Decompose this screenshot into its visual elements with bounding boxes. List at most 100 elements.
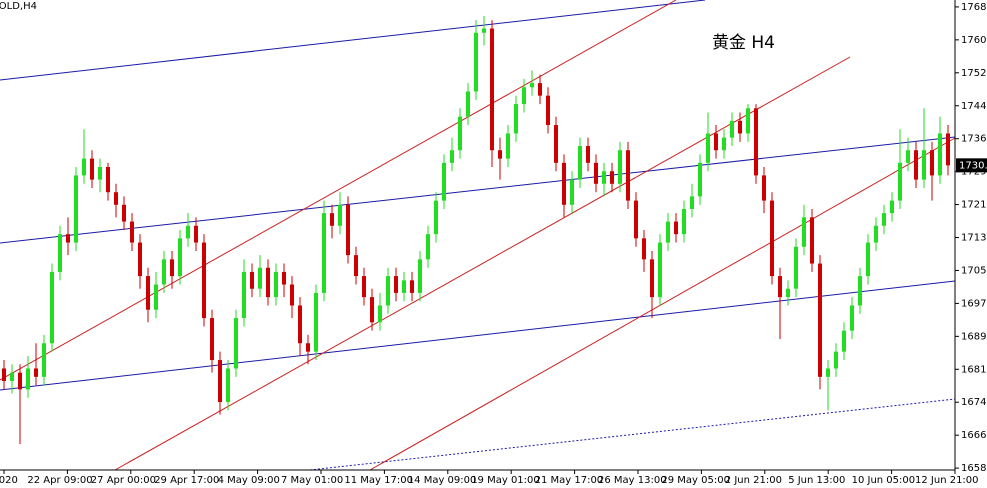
candle-body: [418, 259, 422, 293]
chart-title: GOLD,H4: [0, 1, 37, 12]
candle-body: [482, 28, 486, 33]
candle-body: [658, 242, 662, 298]
candle-body: [218, 360, 222, 403]
candles: [2, 15, 950, 444]
candle-body: [642, 238, 646, 260]
candle-body: [258, 267, 262, 289]
candle-body: [346, 204, 350, 256]
candle-body: [114, 192, 118, 205]
candle-body: [210, 318, 214, 361]
trend-lines: [0, 0, 956, 471]
candle-body: [226, 368, 230, 403]
candle-body: [474, 32, 478, 92]
y-tick-label: 1681.: [961, 364, 987, 375]
candle-body: [74, 175, 78, 243]
candle-body: [42, 343, 46, 377]
candle-body: [898, 162, 902, 201]
candle-body: [170, 259, 174, 277]
candle-body: [442, 162, 446, 201]
x-tick-label: 19 May 01:00: [471, 475, 540, 486]
candle-body: [682, 208, 686, 235]
candle-body: [330, 213, 334, 226]
candle-body: [538, 83, 542, 96]
candle-body: [242, 271, 246, 319]
candle-body: [730, 120, 734, 138]
candle-body: [490, 28, 494, 151]
channel-line: [0, 280, 956, 391]
x-tick-label: 26 May 13:00: [598, 475, 667, 486]
candle-body: [882, 213, 886, 226]
y-tick-label: 1744.: [961, 101, 987, 112]
x-tick-label: 11 May 17:00: [344, 475, 413, 486]
candle-body: [194, 225, 198, 243]
candle-body: [362, 276, 366, 298]
candle-body: [754, 108, 758, 176]
channel-line: [309, 398, 956, 471]
candle-body: [66, 234, 70, 243]
candle-body: [402, 280, 406, 293]
candle-body: [778, 276, 782, 298]
x-tick-label: 29 Apr 17:00: [154, 475, 219, 486]
x-tick-label: 22 Apr 09:00: [27, 475, 92, 486]
candle-body: [498, 150, 502, 159]
y-tick-label: 1666.: [961, 430, 987, 441]
candle-body: [554, 125, 558, 163]
x-tick-label: 2 Jun 21:00: [725, 475, 782, 486]
x-tick-label: 10 Jun 05:00: [852, 475, 916, 486]
candle-body: [626, 150, 630, 201]
candle-body: [506, 133, 510, 159]
x-tick-label: 14 May 09:00: [408, 475, 477, 486]
candle-body: [410, 280, 414, 293]
candle-body: [162, 259, 166, 285]
candle-body: [650, 259, 654, 298]
y-tick-label: 1658.: [961, 463, 987, 474]
candle-body: [138, 242, 142, 277]
candle-body: [906, 150, 910, 163]
candle-body: [722, 137, 726, 151]
candle-body: [802, 217, 806, 247]
y-tick-label: 1713.: [961, 233, 987, 244]
candle-body: [922, 150, 926, 180]
y-tick-label: 1674.: [961, 397, 987, 408]
x-tick-label: 27 Apr 00:00: [91, 475, 156, 486]
candle-body: [746, 108, 750, 134]
candle-body: [858, 276, 862, 306]
candle-body: [178, 238, 182, 277]
y-tick-label: 1721.: [961, 200, 987, 211]
candle-body: [122, 204, 126, 222]
candle-body: [698, 162, 702, 197]
candle-body: [530, 83, 534, 88]
candle-body: [570, 179, 574, 205]
candle-body: [602, 171, 606, 184]
candle-body: [850, 305, 854, 331]
y-tick-label: 1768.: [961, 2, 987, 13]
candle-body: [834, 351, 838, 369]
channel-line: [369, 137, 956, 471]
current-price-box: [956, 158, 987, 173]
candle-body: [82, 158, 86, 176]
x-tick-label: 17 Apr 2020: [0, 475, 18, 486]
candle-body: [586, 146, 590, 163]
candle-body: [18, 372, 22, 390]
candle-body: [770, 200, 774, 277]
candle-body: [690, 196, 694, 209]
candle-body: [298, 305, 302, 344]
candle-body: [450, 150, 454, 163]
candle-body: [738, 120, 742, 134]
candle-body: [794, 246, 798, 289]
channel-line: [0, 0, 706, 81]
candle-body: [786, 288, 790, 298]
candle-body: [578, 146, 582, 180]
candle-body: [98, 167, 102, 180]
candle-body: [266, 267, 270, 298]
annotation: 黄金 H4: [712, 33, 775, 53]
x-tick-label: 29 May 05:00: [661, 475, 730, 486]
candle-body: [458, 116, 462, 151]
candle-body: [90, 158, 94, 180]
candle-body: [674, 221, 678, 235]
channel-line: [114, 56, 851, 471]
candle-body: [610, 171, 614, 184]
candle-body: [842, 330, 846, 352]
candle-body: [378, 305, 382, 323]
